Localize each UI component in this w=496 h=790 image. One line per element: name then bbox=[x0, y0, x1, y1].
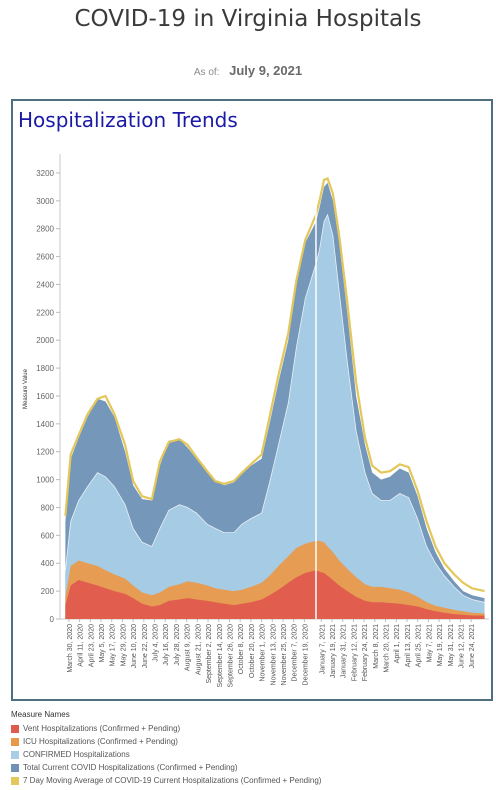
y-tick-label: 2200 bbox=[36, 308, 54, 317]
moving-average-line[interactable] bbox=[64, 177, 485, 593]
x-tick-label: August 9, 2020 bbox=[185, 624, 192, 671]
x-tick-label: February 24, 2021 bbox=[362, 624, 369, 681]
legend-entry[interactable]: 7 Day Moving Average of COVID-19 Current… bbox=[11, 774, 491, 787]
y-tick-label: 1200 bbox=[36, 448, 54, 457]
x-tick-label: May 5, 2020 bbox=[99, 624, 106, 663]
x-tick-label: June 24, 2021 bbox=[469, 624, 476, 668]
vent-area[interactable] bbox=[65, 570, 485, 619]
x-tick-label: July 16, 2020 bbox=[163, 624, 170, 666]
x-tick-label: September 14, 2020 bbox=[217, 624, 224, 688]
legend-title: Measure Names bbox=[11, 710, 70, 719]
x-tick-label: March 8, 2021 bbox=[373, 624, 380, 669]
x-tick-label: January 19, 2021 bbox=[330, 624, 337, 678]
legend-label: CONFIRMED Hospitalizations bbox=[23, 750, 130, 759]
legend-entry[interactable]: Vent Hospitalizations (Confirmed + Pendi… bbox=[11, 722, 491, 735]
confirmed-area[interactable] bbox=[65, 214, 485, 620]
as-of-label: As of: bbox=[193, 67, 220, 78]
x-tick-label: December 19, 2020 bbox=[302, 624, 309, 686]
x-tick-label: July 28, 2020 bbox=[174, 624, 181, 666]
y-tick-label: 600 bbox=[41, 531, 55, 540]
x-tick-label: March 20, 2021 bbox=[384, 624, 391, 673]
y-tick-label: 2000 bbox=[36, 336, 54, 345]
hospitalization-chart[interactable]: 0 200 400 600 800 1000 1200 1400 1600 1800 2000 220… bbox=[13, 101, 491, 699]
hospitalization-trends-panel: Hospitalization Trends 0 200 400 600 800 1000… bbox=[11, 99, 493, 701]
legend-entry[interactable]: Total Current COVID Hospitalizations (Co… bbox=[11, 761, 491, 774]
x-tick-label: April 25, 2021 bbox=[416, 624, 423, 667]
x-tick-label: August 21, 2020 bbox=[195, 624, 202, 675]
legend-swatch bbox=[11, 763, 19, 772]
x-tick-label: June 22, 2020 bbox=[142, 624, 149, 668]
as-of-date: July 9, 2021 bbox=[229, 63, 303, 78]
panel-title: Hospitalization Trends bbox=[18, 108, 238, 132]
x-tick-label: May 31, 2021 bbox=[448, 624, 455, 667]
x-tick-label: December 7, 2020 bbox=[292, 624, 299, 682]
x-tick-label: July 4, 2020 bbox=[153, 624, 160, 662]
confirmed-edge-line bbox=[65, 213, 485, 603]
x-tick-label: January 31, 2021 bbox=[341, 624, 348, 678]
x-tick-label: November 13, 2020 bbox=[270, 624, 277, 686]
y-tick-label: 1000 bbox=[36, 476, 54, 485]
x-tick-label: May 17, 2020 bbox=[110, 624, 117, 667]
y-tick-label: 800 bbox=[41, 503, 55, 512]
x-tick-label: October 20, 2020 bbox=[249, 624, 256, 678]
y-tick-label: 400 bbox=[41, 559, 55, 568]
as-of-line: As of: July 9, 2021 bbox=[0, 63, 496, 78]
y-axis-title: Measure Value bbox=[23, 368, 29, 409]
x-tick-label: May 19, 2021 bbox=[437, 624, 444, 667]
x-tick-label: November 25, 2020 bbox=[281, 624, 288, 686]
x-tick-label: March 30, 2020 bbox=[67, 624, 74, 673]
x-tick-label: April 13, 2021 bbox=[405, 624, 412, 667]
x-tick-label: November 1, 2020 bbox=[260, 624, 267, 682]
y-tick-label: 2800 bbox=[36, 225, 54, 234]
x-tick-label: April 23, 2020 bbox=[88, 624, 95, 667]
y-tick-label: 3000 bbox=[36, 197, 54, 206]
y-tick-label: 1600 bbox=[36, 392, 54, 401]
legend-swatch bbox=[11, 776, 19, 785]
x-tick-label: February 12, 2021 bbox=[351, 624, 358, 681]
legend: Measure Names Vent Hospitalizations (Con… bbox=[11, 710, 491, 787]
x-tick-label: September 26, 2020 bbox=[227, 624, 234, 688]
y-tick-label: 0 bbox=[50, 615, 55, 624]
y-tick-label: 1400 bbox=[36, 420, 54, 429]
x-tick-label: May 7, 2021 bbox=[426, 624, 433, 663]
x-tick-label: June 10, 2020 bbox=[131, 624, 138, 668]
legend-swatch bbox=[11, 750, 19, 759]
legend-swatch bbox=[11, 737, 19, 746]
page-title: COVID-19 in Virginia Hospitals bbox=[74, 6, 422, 32]
y-tick-label: 2600 bbox=[36, 253, 54, 262]
y-tick-label: 200 bbox=[41, 587, 55, 596]
y-tick-label: 2400 bbox=[36, 280, 54, 289]
x-tick-label: June 12, 2021 bbox=[458, 624, 465, 668]
x-tick-label: September 2, 2020 bbox=[206, 624, 213, 684]
y-tick-label: 1800 bbox=[36, 364, 54, 373]
icu-area[interactable] bbox=[65, 540, 485, 619]
legend-entry[interactable]: CONFIRMED Hospitalizations bbox=[11, 748, 491, 761]
y-tick-label: 3200 bbox=[36, 169, 54, 178]
x-tick-label: April 1, 2021 bbox=[394, 624, 401, 663]
legend-label: Total Current COVID Hospitalizations (Co… bbox=[23, 763, 238, 772]
x-tick-label: January 7, 2021 bbox=[319, 624, 326, 674]
legend-label: ICU Hospitalizations (Confirmed + Pendin… bbox=[23, 737, 178, 746]
legend-label: 7 Day Moving Average of COVID-19 Current… bbox=[23, 776, 322, 785]
legend-label: Vent Hospitalizations (Confirmed + Pendi… bbox=[23, 724, 181, 733]
x-tick-label: May 29, 2020 bbox=[120, 624, 127, 667]
legend-swatch bbox=[11, 724, 19, 733]
legend-entry[interactable]: ICU Hospitalizations (Confirmed + Pendin… bbox=[11, 735, 491, 748]
x-tick-label: April 11, 2020 bbox=[78, 624, 85, 667]
x-tick-label: October 8, 2020 bbox=[238, 624, 245, 674]
